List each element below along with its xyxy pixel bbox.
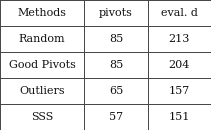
Text: 85: 85 <box>109 60 123 70</box>
Text: Random: Random <box>19 34 65 44</box>
Text: eval. d: eval. d <box>161 8 198 18</box>
Text: 151: 151 <box>169 112 190 122</box>
Text: Good Pivots: Good Pivots <box>9 60 76 70</box>
Text: 204: 204 <box>169 60 190 70</box>
Bar <box>0 26 211 52</box>
Text: 85: 85 <box>109 34 123 44</box>
Text: 213: 213 <box>169 34 190 44</box>
Text: 57: 57 <box>109 112 123 122</box>
Text: Outliers: Outliers <box>19 86 65 96</box>
Text: pivots: pivots <box>99 8 133 18</box>
Text: SSS: SSS <box>31 112 53 122</box>
Text: 157: 157 <box>169 86 190 96</box>
Bar <box>0 104 211 130</box>
Bar <box>0 0 211 26</box>
Text: Methods: Methods <box>18 8 67 18</box>
Bar <box>0 78 211 104</box>
Bar <box>0 52 211 78</box>
Text: 65: 65 <box>109 86 123 96</box>
